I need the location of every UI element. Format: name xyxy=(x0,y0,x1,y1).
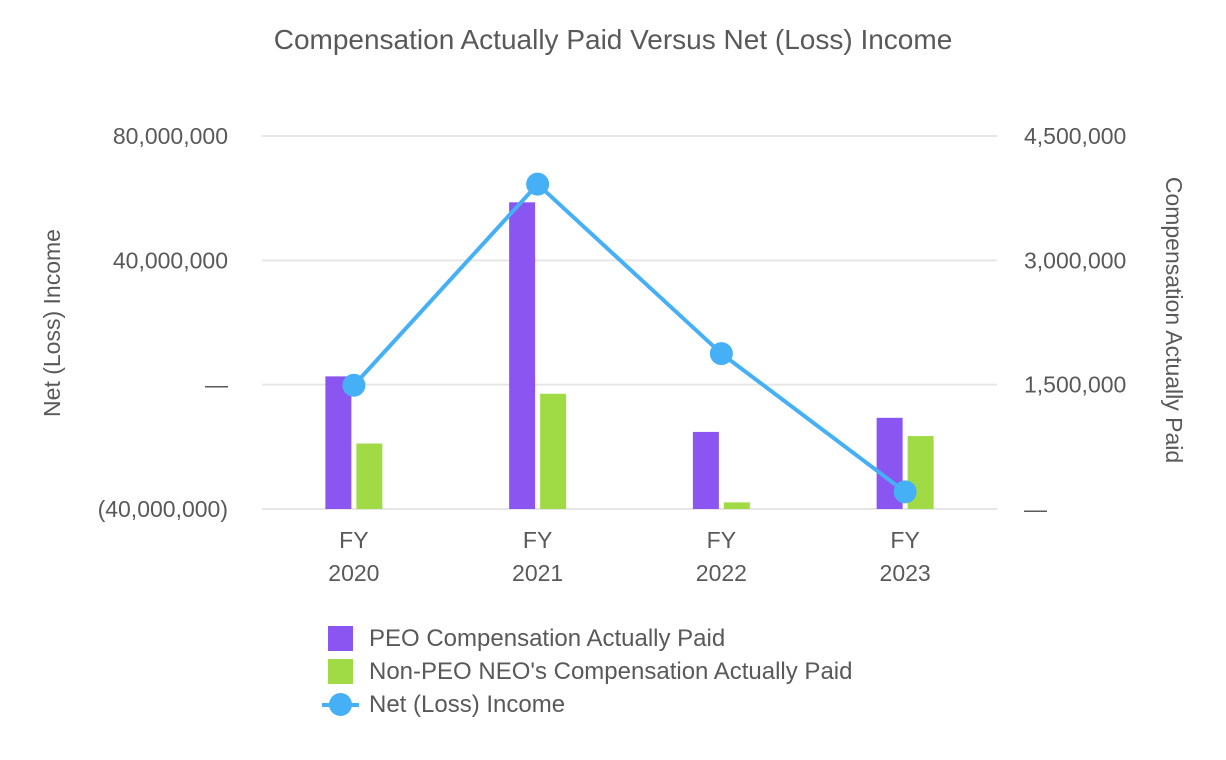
legend: PEO Compensation Actually Paid Non-PEO N… xyxy=(322,622,852,721)
x-tick-label: FY xyxy=(707,527,736,553)
legend-swatch-non-peo xyxy=(328,659,353,684)
legend-label-net-income: Net (Loss) Income xyxy=(369,690,566,718)
right-tick-label: — xyxy=(1024,496,1047,522)
gridlines xyxy=(262,135,997,510)
bar-peo[interactable] xyxy=(325,376,352,509)
bars xyxy=(325,202,934,510)
bar-non-peo[interactable] xyxy=(356,443,383,509)
left-axis-ticks: (40,000,000) — 40,000,000 80,000,000 xyxy=(98,123,228,522)
x-tick-label: 2020 xyxy=(328,560,379,586)
x-axis-labels: FY 2020 FY 2021 FY 2022 FY 2023 xyxy=(328,527,930,586)
right-tick-label: 4,500,000 xyxy=(1024,123,1126,149)
right-tick-label: 3,000,000 xyxy=(1024,247,1126,273)
x-tick-label: FY xyxy=(523,527,552,553)
legend-swatch-net-income xyxy=(322,692,359,717)
net-income-point[interactable] xyxy=(342,373,366,397)
chart-title: Compensation Actually Paid Versus Net (L… xyxy=(273,24,953,55)
legend-item-non-peo[interactable]: Non-PEO NEO's Compensation Actually Paid xyxy=(322,655,852,688)
x-tick-label: FY xyxy=(339,527,368,553)
legend-label-non-peo: Non-PEO NEO's Compensation Actually Paid xyxy=(369,657,853,685)
legend-label-peo: PEO Compensation Actually Paid xyxy=(369,624,726,652)
legend-item-net-income[interactable]: Net (Loss) Income xyxy=(322,688,852,721)
chart-plot: (40,000,000) — 40,000,000 80,000,000 — 1,500… xyxy=(39,123,1187,586)
net-income-line xyxy=(342,172,917,504)
bar-peo[interactable] xyxy=(692,431,719,509)
legend-swatch-peo xyxy=(328,626,353,651)
left-tick-label: 80,000,000 xyxy=(113,123,228,149)
left-tick-label: (40,000,000) xyxy=(98,496,228,522)
legend-item-peo[interactable]: PEO Compensation Actually Paid xyxy=(322,622,852,655)
net-income-line-path xyxy=(352,182,907,494)
net-income-point[interactable] xyxy=(709,342,733,366)
left-axis-title: Net (Loss) Income xyxy=(39,229,65,417)
right-tick-label: 1,500,000 xyxy=(1024,372,1126,398)
net-income-point[interactable] xyxy=(893,480,917,504)
left-tick-label: — xyxy=(205,372,228,398)
bar-non-peo[interactable] xyxy=(723,502,750,509)
x-tick-label: FY xyxy=(890,527,919,553)
right-axis-ticks: — 1,500,000 3,000,000 4,500,000 xyxy=(1024,123,1126,522)
right-axis-title: Compensation Actually Paid xyxy=(1161,177,1187,463)
x-tick-label: 2022 xyxy=(696,560,747,586)
x-tick-label: 2021 xyxy=(512,560,563,586)
x-tick-label: 2023 xyxy=(880,560,931,586)
left-tick-label: 40,000,000 xyxy=(113,247,228,273)
net-income-point[interactable] xyxy=(526,172,550,196)
bar-peo[interactable] xyxy=(509,202,536,510)
bar-non-peo[interactable] xyxy=(540,393,567,509)
